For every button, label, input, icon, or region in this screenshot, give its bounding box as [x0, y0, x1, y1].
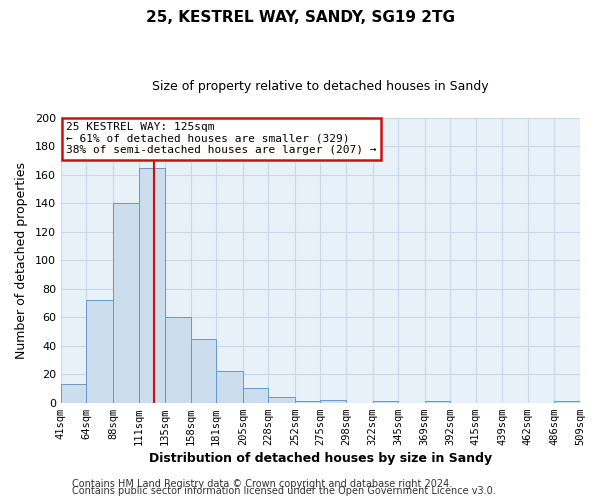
- Bar: [165, 317, 191, 402]
- Bar: [86, 300, 113, 402]
- Bar: [139, 168, 165, 402]
- Text: 25 KESTREL WAY: 125sqm
← 61% of detached houses are smaller (329)
38% of semi-de: 25 KESTREL WAY: 125sqm ← 61% of detached…: [66, 122, 377, 156]
- Bar: [216, 372, 243, 402]
- Y-axis label: Number of detached properties: Number of detached properties: [15, 162, 28, 358]
- Bar: [320, 400, 346, 402]
- Text: Contains HM Land Registry data © Crown copyright and database right 2024.: Contains HM Land Registry data © Crown c…: [72, 479, 452, 489]
- Bar: [243, 388, 268, 402]
- X-axis label: Distribution of detached houses by size in Sandy: Distribution of detached houses by size …: [149, 452, 492, 465]
- Bar: [113, 204, 139, 402]
- Text: 25, KESTREL WAY, SANDY, SG19 2TG: 25, KESTREL WAY, SANDY, SG19 2TG: [146, 10, 455, 25]
- Bar: [61, 384, 86, 402]
- Title: Size of property relative to detached houses in Sandy: Size of property relative to detached ho…: [152, 80, 489, 93]
- Bar: [191, 338, 216, 402]
- Bar: [268, 397, 295, 402]
- Text: Contains public sector information licensed under the Open Government Licence v3: Contains public sector information licen…: [72, 486, 496, 496]
